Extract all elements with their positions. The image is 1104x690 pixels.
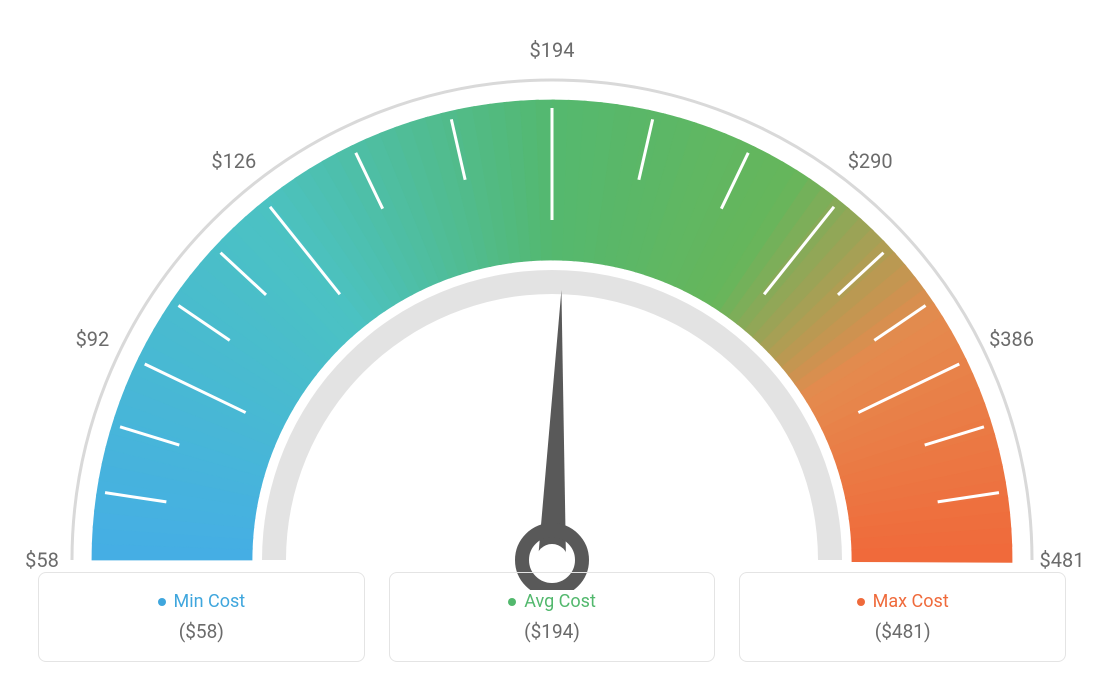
legend-value-max: ($481): [875, 620, 931, 643]
legend-card-avg: Avg Cost ($194): [389, 572, 716, 662]
gauge-tick-label: $290: [848, 149, 893, 173]
legend-label-max: Max Cost: [873, 591, 949, 612]
gauge-tick-label: $481: [1040, 548, 1085, 572]
legend-label-min: Min Cost: [174, 591, 246, 612]
legend-label-row: Max Cost: [857, 591, 949, 612]
gauge-tick-label: $92: [76, 327, 110, 351]
gauge-tick-label: $194: [530, 38, 575, 62]
legend-value-min: ($58): [179, 620, 224, 643]
legend-row: Min Cost ($58) Avg Cost ($194) Max Cost …: [0, 572, 1104, 662]
gauge-svg: [0, 30, 1104, 590]
legend-card-max: Max Cost ($481): [739, 572, 1066, 662]
legend-value-avg: ($194): [524, 620, 580, 643]
gauge-tick-label: $386: [989, 327, 1034, 351]
gauge-chart: $58$92$126$194$290$386$481: [0, 0, 1104, 560]
legend-label-row: Avg Cost: [508, 591, 596, 612]
legend-dot-min: [158, 598, 166, 606]
legend-dot-avg: [508, 598, 516, 606]
legend-label-avg: Avg Cost: [524, 591, 596, 612]
gauge-tick-label: $126: [211, 149, 256, 173]
legend-label-row: Min Cost: [158, 591, 246, 612]
legend-card-min: Min Cost ($58): [38, 572, 365, 662]
legend-dot-max: [857, 598, 865, 606]
gauge-tick-label: $58: [25, 548, 59, 572]
